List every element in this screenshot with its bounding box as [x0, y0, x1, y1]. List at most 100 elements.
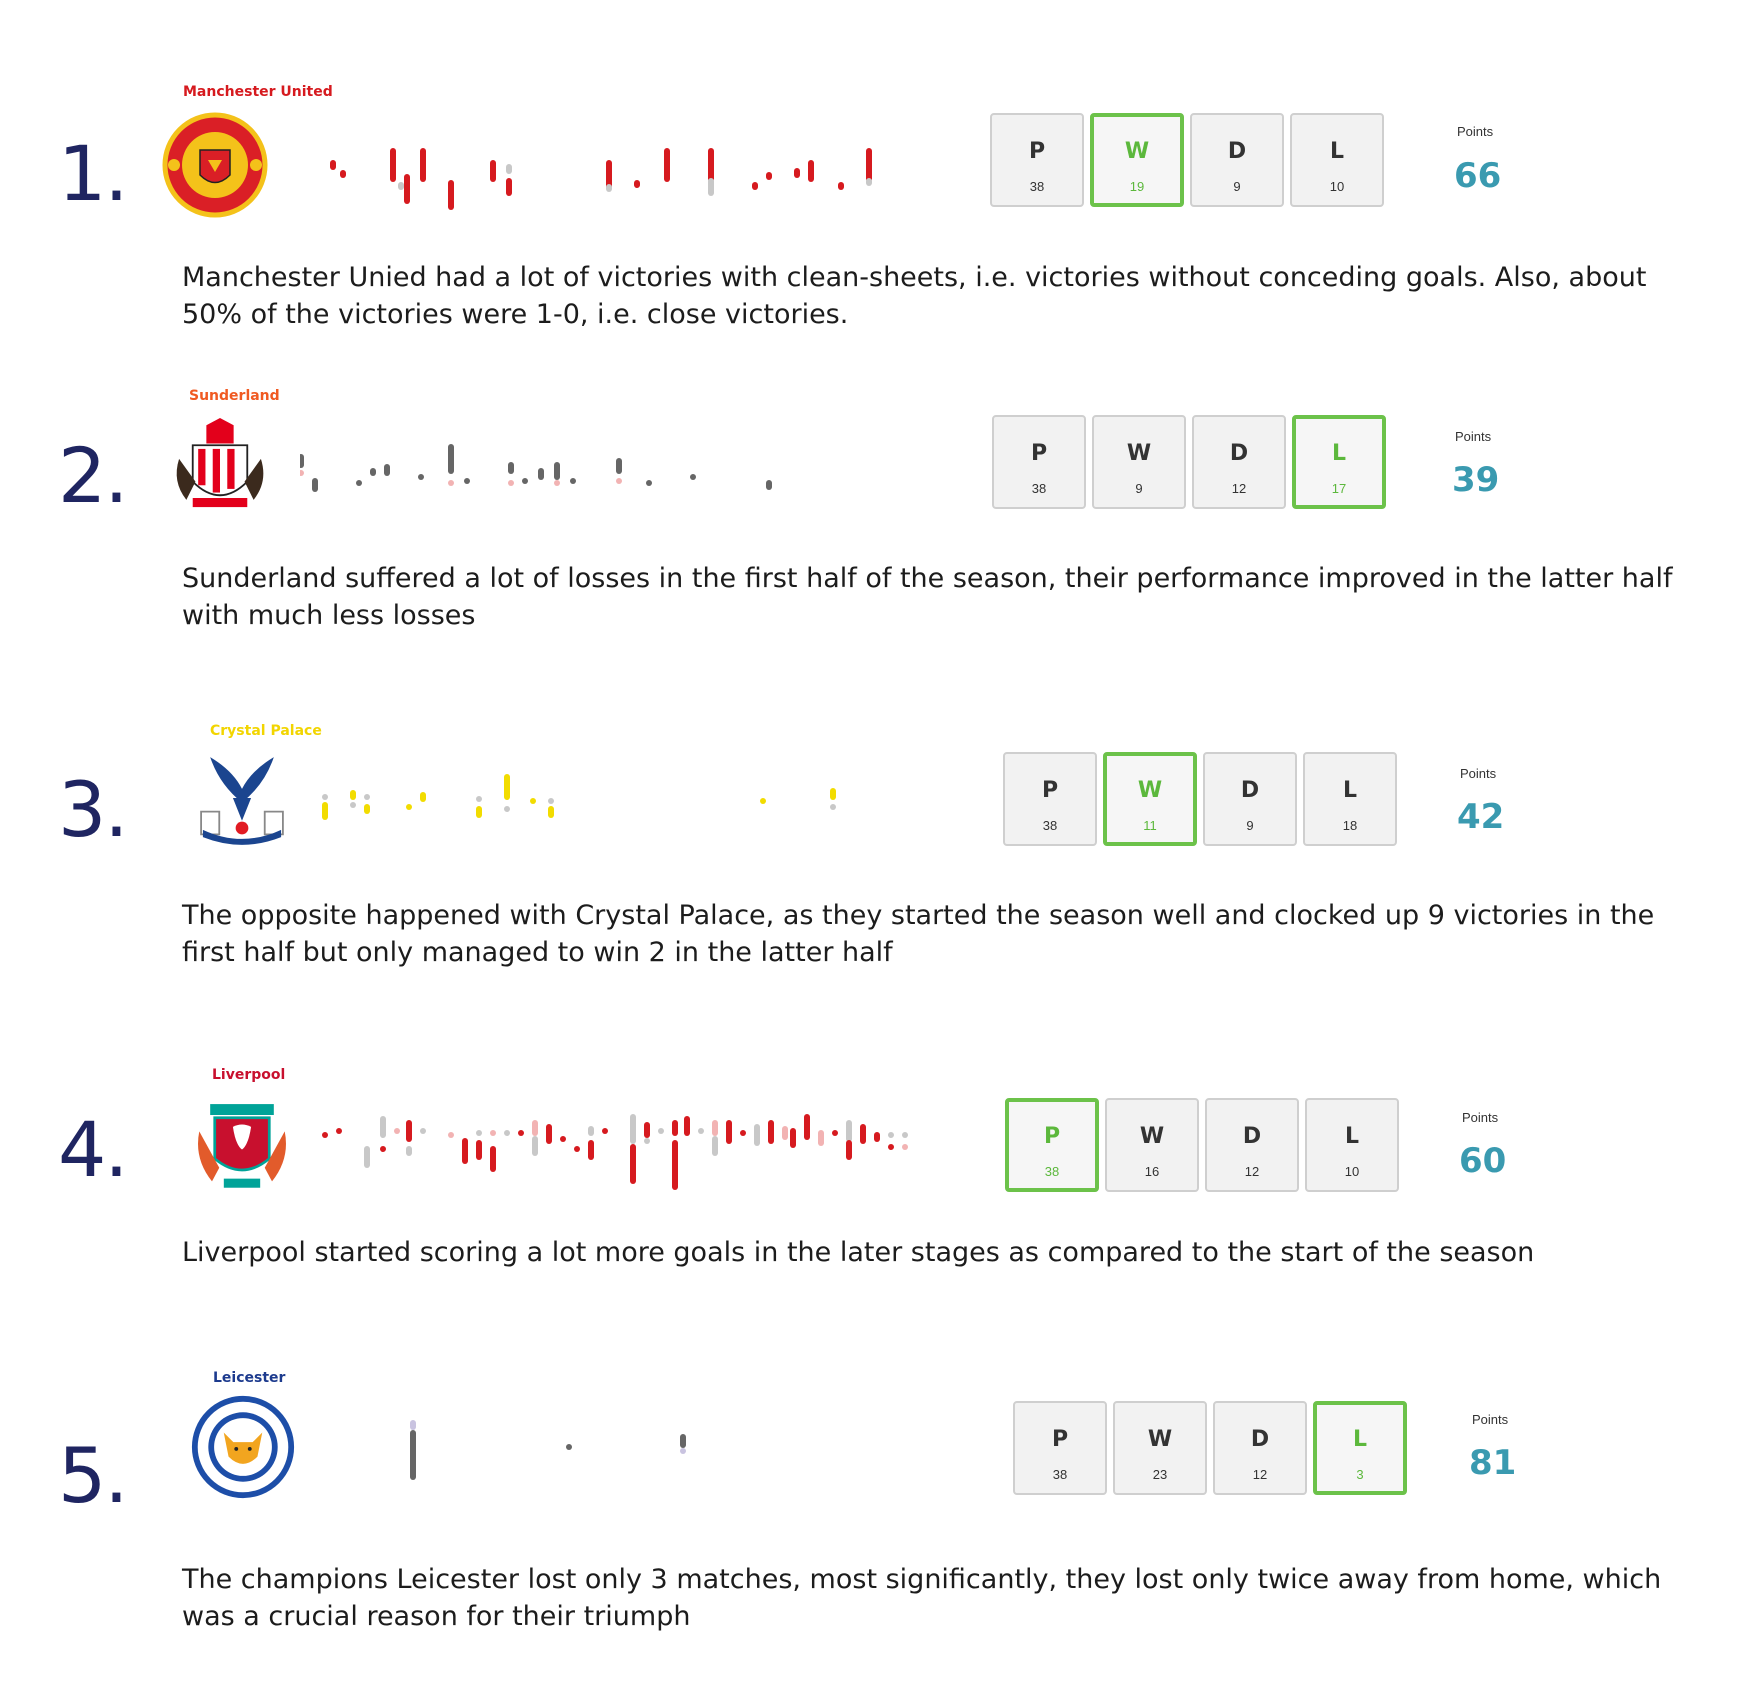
- stat-value: 12: [1231, 481, 1247, 496]
- stat-letter: W: [1137, 778, 1163, 803]
- stat-value: 12: [1244, 1164, 1260, 1179]
- result-mark: [490, 1146, 496, 1172]
- result-mark: [554, 480, 560, 486]
- result-mark: [712, 1136, 718, 1156]
- result-mark: [406, 1120, 412, 1142]
- result-mark: [464, 478, 470, 484]
- result-mark: [508, 480, 514, 486]
- result-mark: [658, 1128, 664, 1134]
- stat-value: 38: [1044, 1164, 1060, 1179]
- stat-lost: L 17: [1292, 415, 1386, 509]
- result-mark: [532, 1120, 538, 1136]
- result-mark: [322, 794, 328, 800]
- stat-won: W 11: [1103, 752, 1197, 846]
- result-mark: [634, 180, 640, 188]
- result-mark: [672, 1120, 678, 1136]
- result-mark: [684, 1116, 690, 1136]
- team-description: Liverpool started scoring a lot more goa…: [182, 1237, 1535, 1268]
- result-mark: [768, 1120, 774, 1144]
- result-mark: [846, 1120, 852, 1142]
- stat-letter: L: [1344, 1124, 1360, 1149]
- result-mark: [630, 1144, 636, 1184]
- result-mark: [616, 478, 622, 484]
- stat-value: 9: [1135, 481, 1143, 496]
- team-name: Crystal Palace: [210, 723, 322, 739]
- points-value: 66: [1454, 156, 1502, 196]
- stat-value: 19: [1129, 179, 1145, 194]
- stat-letter: L: [1331, 441, 1347, 466]
- stat-lost: L 3: [1313, 1401, 1407, 1495]
- result-mark: [804, 1114, 810, 1140]
- stat-played: P 38: [992, 415, 1086, 509]
- team-name: Sunderland: [189, 388, 280, 404]
- result-mark: [752, 182, 758, 190]
- result-mark: [782, 1126, 788, 1140]
- points-label: Points: [1457, 124, 1494, 139]
- result-mark: [830, 804, 836, 810]
- stat-won: W 9: [1092, 415, 1186, 509]
- stat-value: 38: [1042, 818, 1058, 833]
- result-mark: [760, 798, 766, 804]
- result-mark: [588, 1140, 594, 1160]
- stat-lost: L 10: [1305, 1098, 1399, 1192]
- stat-played: P 38: [1003, 752, 1097, 846]
- result-mark: [394, 1128, 400, 1134]
- stat-letter: D: [1242, 1124, 1262, 1149]
- result-mark: [606, 160, 612, 190]
- result-mark: [476, 1130, 482, 1136]
- result-mark: [574, 1146, 580, 1152]
- crest-icon: [191, 1395, 295, 1499]
- result-mark: [380, 1146, 386, 1152]
- result-mark: [490, 160, 496, 182]
- result-mark: [390, 148, 396, 182]
- result-mark: [838, 182, 844, 190]
- result-mark: [588, 1126, 594, 1136]
- result-mark: [330, 160, 336, 170]
- result-mark: [418, 474, 424, 480]
- result-mark: [300, 470, 304, 476]
- stat-value: 10: [1344, 1164, 1360, 1179]
- stat-drawn: D 12: [1213, 1401, 1307, 1495]
- result-mark: [888, 1132, 894, 1138]
- result-mark: [680, 1434, 686, 1448]
- result-mark: [384, 464, 390, 476]
- result-mark: [538, 468, 544, 480]
- stat-letter: P: [1041, 778, 1059, 803]
- stat-letter: W: [1139, 1124, 1165, 1149]
- stat-letter: P: [1051, 1427, 1069, 1452]
- result-mark: [448, 444, 454, 474]
- team-row-2: 2. Sunderland P 38 W 9 D 12 L 17 Points …: [0, 0, 1754, 640]
- result-mark: [370, 468, 376, 476]
- team-row-3: 3. Crystal Palace P 38 W 11 D 9 L 18 Poi…: [58, 723, 1654, 968]
- result-mark: [832, 1130, 838, 1136]
- result-mark: [476, 1140, 482, 1160]
- result-mark: [794, 168, 800, 178]
- results-strip: [410, 1420, 686, 1480]
- result-mark: [874, 1132, 880, 1142]
- stat-value: 18: [1342, 818, 1358, 833]
- stat-played: P 38: [1013, 1401, 1107, 1495]
- team-name: Liverpool: [212, 1067, 286, 1083]
- points-value: 42: [1457, 797, 1505, 837]
- crest-icon: [198, 1104, 286, 1188]
- stat-letter: D: [1240, 778, 1260, 803]
- result-mark: [410, 1420, 416, 1430]
- result-mark: [680, 1448, 686, 1454]
- result-mark: [322, 1132, 328, 1138]
- crest-icon: [200, 757, 284, 845]
- stat-value: 38: [1031, 481, 1047, 496]
- result-mark: [340, 170, 346, 178]
- stat-letter: D: [1229, 441, 1249, 466]
- rank-number: 5.: [58, 1431, 129, 1520]
- result-mark: [698, 1128, 704, 1134]
- result-mark: [504, 1130, 510, 1136]
- result-mark: [808, 160, 814, 182]
- stat-letter: P: [1030, 441, 1048, 466]
- team-name: Leicester: [213, 1370, 286, 1386]
- result-mark: [644, 1138, 650, 1144]
- points-label: Points: [1462, 1110, 1499, 1125]
- crest-icon: [176, 418, 264, 508]
- result-mark: [708, 148, 714, 182]
- result-mark: [646, 480, 652, 486]
- stat-played: P 38: [990, 113, 1084, 207]
